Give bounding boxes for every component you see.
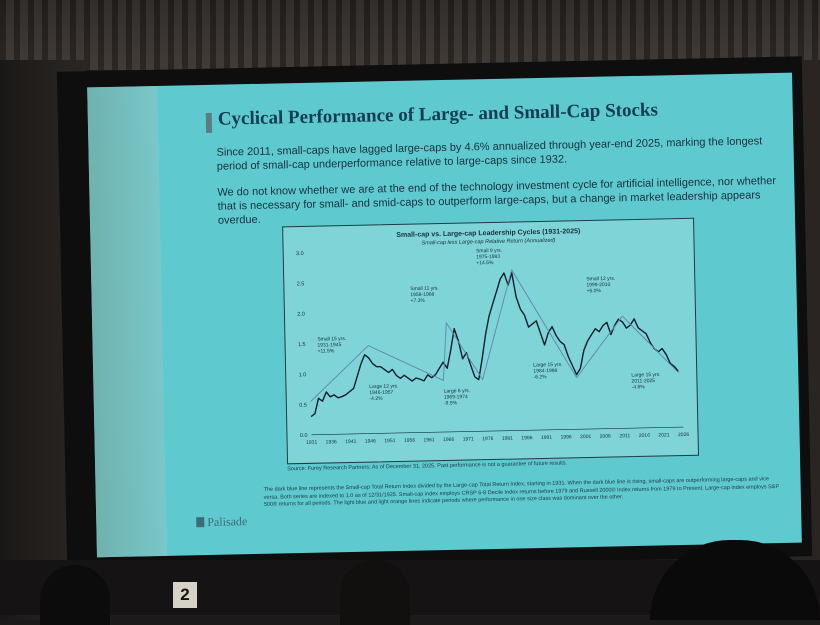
leadership-cycles-chart: Small-cap vs. Large-cap Leadership Cycle… (296, 228, 689, 446)
x-tick-label: 1951 (384, 438, 395, 444)
y-tick-label: 2.5 (297, 281, 305, 287)
x-tick-label: 2011 (619, 433, 630, 439)
y-tick-label: 0.5 (299, 403, 307, 409)
y-tick-label: 1.0 (299, 372, 307, 378)
chart-title: Small-cap vs. Large-cap Leadership Cycle… (396, 228, 580, 239)
cycle-annotation: Large 15 yrs.2011-2025-4.6% (631, 372, 660, 391)
annotation-line: -4.6% (632, 384, 646, 390)
annotation-line: -9.5% (444, 400, 458, 406)
cycle-annotation: Large 15 yrs.1984-1998-6.2% (533, 362, 562, 381)
annotation-line: Small 15 yrs. (317, 336, 346, 343)
annotation-line: 1958-1968 (410, 292, 434, 299)
x-tick-label: 2001 (580, 434, 591, 440)
cycle-annotation: Small 11 yrs.1958-1968+7.3% (410, 286, 439, 305)
annotation-line: Small 11 yrs. (410, 286, 439, 293)
annotation-line: Large 6 yrs. (444, 388, 471, 395)
annotation-line: Large 15 yrs. (533, 362, 562, 369)
seat-number: 2 (173, 582, 197, 608)
y-tick-label: 1.5 (298, 342, 306, 348)
annotation-line: +11.5% (318, 348, 335, 354)
x-tick-label: 1981 (502, 436, 513, 442)
chart-marks (310, 269, 679, 418)
cycle-annotation: Large 12 yrs.1946-1957-4.2% (369, 383, 398, 402)
logo-mark-icon (196, 517, 205, 528)
cycle-annotation: Large 6 yrs.1969-1974-9.5% (444, 388, 471, 407)
cycle-annotation: Small 9 yrs.1975-1983+14.5% (476, 248, 502, 267)
annotation-line: +14.5% (476, 260, 494, 266)
annotation-line: +7.3% (410, 298, 425, 304)
y-tick-label: 0.0 (300, 433, 308, 439)
x-tick-label: 1931 (306, 440, 317, 446)
x-tick-label: 1966 (443, 437, 454, 443)
annotation-line: 1984-1998 (533, 368, 557, 375)
x-tick-label: 1986 (521, 435, 532, 441)
slide-title: Cyclical Performance of Large- and Small… (217, 99, 659, 130)
x-tick-label: 1976 (482, 436, 493, 442)
x-tick-label: 1991 (541, 435, 552, 441)
annotation-line: Small 9 yrs. (476, 248, 502, 255)
x-tick-label: 1936 (326, 439, 337, 445)
chart-container: Small-cap vs. Large-cap Leadership Cycle… (282, 217, 700, 465)
cycle-annotation: Small 12 yrs.1999-2010+5.0% (586, 276, 615, 295)
cycle-annotation: Small 15 yrs.1931-1945+11.5% (317, 336, 346, 355)
x-tick-label: 2021 (658, 432, 669, 438)
x-tick-label: 2006 (600, 434, 611, 440)
annotation-line: Small 12 yrs. (586, 276, 615, 283)
x-tick-label: 1961 (423, 437, 434, 443)
x-tick-label: 2016 (639, 433, 650, 439)
annotation-line: Large 12 yrs. (369, 383, 398, 390)
x-tick-label: 1971 (463, 436, 474, 442)
y-tick-label: 2.0 (297, 312, 305, 318)
slide-left-band (87, 85, 167, 558)
cycle-trend-line (310, 269, 679, 402)
palisade-logo: Palisade (196, 514, 247, 530)
annotation-line: 1969-1974 (444, 394, 468, 401)
annotation-line: -4.2% (369, 396, 383, 402)
annotation-line: 1975-1983 (476, 254, 500, 261)
annotation-line: +5.0% (586, 288, 601, 294)
annotation-line: 1946-1957 (369, 390, 393, 397)
relative-return-line (310, 272, 679, 418)
chart-subtitle: Small-cap less Large-cap Relative Return… (421, 238, 555, 247)
title-accent-bar (205, 112, 213, 133)
logo-text: Palisade (207, 514, 248, 530)
paragraph-1: Since 2011, small-caps have lagged large… (216, 135, 763, 173)
chart-axes: 0.0 0.5 1.0 1.5 2.0 2.5 3.0 1931 1936 1941 1946 195… (296, 251, 689, 446)
annotation-line: 2011-2025 (631, 378, 655, 384)
x-tick-label: 1946 (365, 438, 376, 444)
annotation-line: 1931-1945 (317, 342, 341, 349)
audience-head (340, 560, 410, 625)
x-axis-line (311, 426, 684, 436)
y-tick-label: 3.0 (296, 251, 304, 257)
x-tick-label: 2026 (678, 432, 689, 438)
x-tick-label: 1956 (404, 438, 415, 444)
annotation-line: Large 15 yrs. (631, 372, 660, 379)
x-tick-label: 1996 (560, 434, 571, 440)
footnote: The dark blue line represents the Small-… (263, 476, 780, 508)
annotation-line: 1999-2010 (586, 282, 610, 289)
annotation-line: -6.2% (533, 374, 547, 380)
chart-annotations: Small 15 yrs.1931-1945+11.5% Large 12 yrs… (317, 248, 660, 407)
x-tick-label: 1941 (345, 439, 356, 445)
presentation-slide: Cyclical Performance of Large- and Small… (87, 72, 802, 558)
